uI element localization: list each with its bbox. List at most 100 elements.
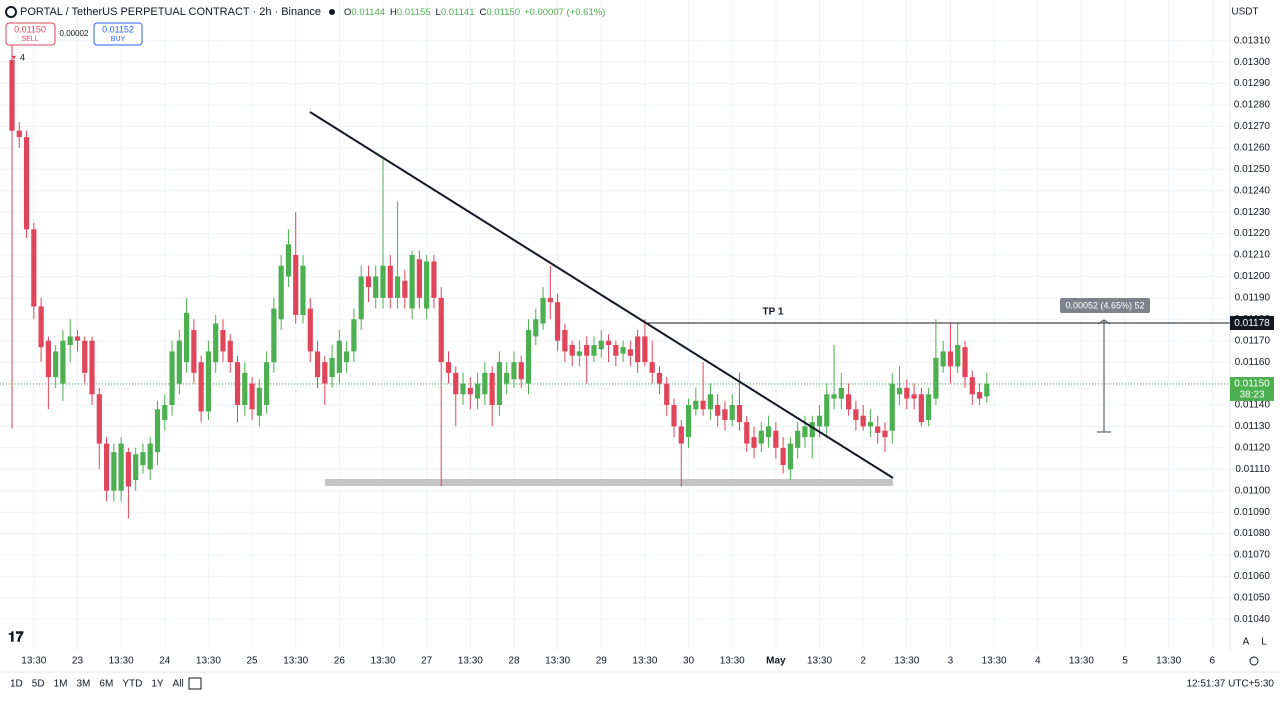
candle-body (351, 319, 357, 352)
x-tick-label: 4 (1035, 656, 1041, 667)
chart-title: PORTAL / TetherUS PERPETUAL CONTRACT · 2… (20, 6, 321, 18)
range-button[interactable]: 5D (32, 679, 45, 690)
trend-line (309, 111, 894, 479)
y-tick-label: 0.01190 (1235, 292, 1271, 303)
candle-body (31, 229, 37, 307)
ohlc-key: O (344, 7, 351, 18)
support-zone (325, 479, 893, 486)
candle-body (904, 387, 910, 399)
candle-body (336, 340, 342, 373)
candle-body (504, 372, 510, 384)
range-button[interactable]: All (173, 679, 184, 690)
range-button[interactable]: YTD (122, 679, 142, 690)
candle-body (605, 340, 612, 345)
auto-scale[interactable]: A (1243, 637, 1250, 648)
candle-body (598, 340, 604, 350)
candle-body (53, 351, 59, 378)
candle-body (256, 387, 262, 416)
ohlc-value: 0.01155 (397, 7, 431, 18)
candle-body (300, 265, 306, 315)
candle-body (176, 340, 182, 384)
y-tick-label: 0.01040 (1234, 614, 1271, 625)
candle-body (45, 340, 51, 378)
ohlc-key: L (436, 7, 441, 18)
candle-body (911, 394, 917, 399)
x-tick-label: 25 (247, 656, 259, 667)
candle-body (765, 426, 772, 438)
range-bar: 1D 5D 1M 3M 6M YTD 1Y All (10, 679, 184, 690)
candle-body (402, 280, 408, 298)
candle-body (445, 362, 452, 373)
ohlc-value: 0.01141 (441, 7, 475, 18)
sell-button[interactable] (5, 22, 56, 46)
candle-body (169, 351, 175, 405)
x-tick-label: 13:30 (371, 656, 396, 667)
candle-body (853, 409, 859, 420)
candle-body (976, 392, 983, 399)
ohlc-change: +0.00007 (+0.61%) (524, 7, 605, 18)
candle-body (576, 351, 583, 356)
x-tick-label: 30 (683, 656, 695, 667)
candle-body (205, 351, 212, 412)
x-tick-label: 13:30 (1069, 656, 1094, 667)
candles (9, 40, 990, 519)
candle-body (162, 405, 168, 420)
x-tick-label: 13:30 (807, 656, 832, 667)
candle-body (751, 437, 757, 448)
candle-body (533, 319, 539, 337)
log-scale[interactable]: L (1261, 637, 1267, 648)
candle-body (896, 387, 903, 395)
x-tick-label: 26 (334, 656, 346, 667)
ohlc-key: H (390, 7, 397, 18)
range-button[interactable]: 1Y (151, 679, 164, 690)
candle-body (715, 405, 721, 416)
candle-body (656, 372, 663, 384)
settings-icon[interactable] (1249, 656, 1259, 666)
candle-body (824, 394, 830, 427)
buy-button[interactable] (93, 22, 143, 46)
y-tick-label: 0.01060 (1234, 571, 1271, 582)
candle-body (744, 422, 750, 444)
candle-body (89, 340, 95, 395)
sell-label: SELL (21, 36, 38, 43)
candle-body (242, 372, 248, 405)
collapse-arrow[interactable]: ▾ (12, 53, 16, 62)
y-tick-label: 0.01290 (1234, 78, 1271, 89)
range-button[interactable]: 6M (99, 679, 113, 690)
candle-body (358, 276, 364, 320)
candle-body (38, 306, 44, 348)
last-price-tag (1230, 377, 1274, 401)
buy-label: BUY (111, 36, 126, 43)
candle-body (569, 345, 575, 356)
candle-body (838, 387, 844, 399)
range-button[interactable]: 1M (54, 679, 68, 690)
candle-body (962, 347, 968, 378)
range-button[interactable]: 1D (10, 679, 23, 690)
candle-body (947, 351, 954, 367)
candle-body (380, 265, 386, 298)
candle-body (125, 452, 131, 487)
currency[interactable]: USDT (1231, 7, 1258, 18)
x-tick-label: 13:30 (196, 656, 221, 667)
date-range-icon[interactable] (188, 677, 202, 690)
y-tick-label: 0.01260 (1234, 142, 1271, 153)
candle-body (773, 430, 779, 448)
candle-body (394, 276, 401, 298)
y-tick-label: 0.01100 (1235, 485, 1271, 496)
candle-body (809, 422, 815, 438)
y-tick-label: 0.01140 (1235, 400, 1271, 411)
status-dot (329, 9, 335, 15)
x-tick-label: 13:30 (109, 656, 134, 667)
range-button[interactable]: 3M (77, 679, 91, 690)
candle-body (562, 330, 568, 352)
time-axis: 13:30 23 13:30 24 13:30 25 13:30 26 13:30 27 13:30… (21, 656, 1215, 667)
measure-label: 0.00052 (4.65%) 52 (1065, 300, 1144, 310)
ohlc-key: C (479, 7, 486, 18)
candle-body (183, 312, 190, 363)
candle-body (409, 255, 415, 309)
candle-body (511, 362, 517, 380)
candle-body (555, 302, 561, 341)
candle-body (82, 340, 88, 373)
buy-price: 0.01152 (102, 24, 134, 34)
x-tick-label: 13:30 (720, 656, 745, 667)
